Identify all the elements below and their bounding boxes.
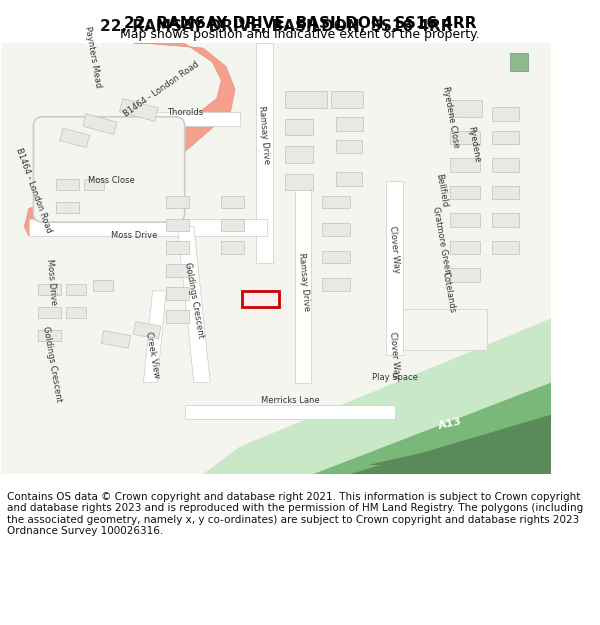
Bar [83,114,117,134]
Text: Play Space: Play Space [373,374,418,382]
Bar [166,264,189,277]
Bar [336,140,362,154]
Bar [286,146,313,162]
Text: Paynters Mead: Paynters Mead [83,26,103,89]
Polygon shape [29,219,267,236]
Text: Clover Way: Clover Way [388,226,401,274]
Polygon shape [350,438,551,474]
Text: Ramsay Drive: Ramsay Drive [297,252,311,311]
Bar [322,278,350,291]
Text: Clover Way: Clover Way [388,331,401,379]
Bar [451,213,480,227]
Bar [322,223,350,236]
Polygon shape [185,406,395,419]
Text: Moss Drive: Moss Drive [45,258,58,305]
Polygon shape [139,112,239,126]
Bar [93,280,113,291]
Bar [451,186,480,199]
Text: Moss Close: Moss Close [88,176,135,186]
FancyBboxPatch shape [34,117,185,222]
Bar [491,186,519,199]
Text: Moss Drive: Moss Drive [111,231,157,241]
Bar [286,91,327,108]
Text: Ramsay Drive: Ramsay Drive [257,106,271,165]
Bar [491,131,519,144]
Text: Ryedene Close: Ryedene Close [440,85,460,148]
Bar [84,179,104,190]
Polygon shape [304,414,551,474]
Text: Ryedene: Ryedene [466,126,481,163]
Polygon shape [256,44,272,263]
Polygon shape [295,181,311,382]
Polygon shape [143,291,166,382]
Polygon shape [242,291,279,308]
Bar [101,331,131,348]
Text: Gratmore Green: Gratmore Green [431,206,452,275]
Text: Contains OS data © Crown copyright and database right 2021. This information is : Contains OS data © Crown copyright and d… [7,492,583,536]
Bar [38,284,61,296]
Bar [65,284,86,296]
Bar [336,117,364,131]
Polygon shape [286,401,551,474]
Bar [38,330,61,341]
Bar [451,268,480,282]
Bar [322,196,350,208]
Bar [166,219,189,231]
Bar [221,219,244,231]
Bar [56,202,79,213]
Bar [322,251,350,263]
Text: Goldings Crescent: Goldings Crescent [183,261,205,339]
Bar [38,308,61,318]
Bar [451,241,480,254]
Bar [133,322,161,339]
Bar [65,308,86,318]
Text: Creek View: Creek View [144,331,161,379]
Bar [221,196,244,208]
Text: 22, RAMSAY DRIVE, BASILDON, SS16 4RR: 22, RAMSAY DRIVE, BASILDON, SS16 4RR [124,16,476,31]
Polygon shape [258,364,551,474]
Bar [491,107,519,121]
Bar [491,213,519,227]
Text: Bellfield: Bellfield [434,173,449,208]
Bar [221,241,244,254]
Text: B1464 - London Road: B1464 - London Road [122,60,201,119]
Polygon shape [395,309,487,351]
Polygon shape [510,52,529,71]
Text: Map shows position and indicative extent of the property.: Map shows position and indicative extent… [120,28,480,41]
Bar [286,174,313,190]
Text: Cotelands: Cotelands [440,271,457,314]
Bar [491,158,519,172]
Text: Thorolds: Thorolds [167,107,203,117]
Bar [451,131,480,144]
Text: Goldings Crescent: Goldings Crescent [41,326,63,403]
Polygon shape [386,181,403,355]
Bar [491,241,519,254]
Polygon shape [203,318,551,474]
Bar [336,172,362,186]
Bar [286,119,313,135]
Bar [119,99,158,121]
Bar [60,128,89,148]
Bar [331,91,364,108]
Bar [451,158,480,172]
Text: 22, RAMSAY DRIVE, BASILDON, SS16 4RR: 22, RAMSAY DRIVE, BASILDON, SS16 4RR [100,19,452,34]
Text: Merricks Lane: Merricks Lane [261,396,319,406]
Bar [166,241,189,254]
Polygon shape [267,382,551,474]
Bar [166,310,189,323]
Bar [451,100,482,117]
Bar [166,288,189,300]
Polygon shape [331,424,551,465]
Polygon shape [178,227,211,382]
Text: B1464 - London Road: B1464 - London Road [14,146,53,234]
Bar [56,179,79,190]
Polygon shape [1,44,551,474]
Bar [166,196,189,208]
Text: A13: A13 [437,416,463,431]
Polygon shape [24,44,235,236]
